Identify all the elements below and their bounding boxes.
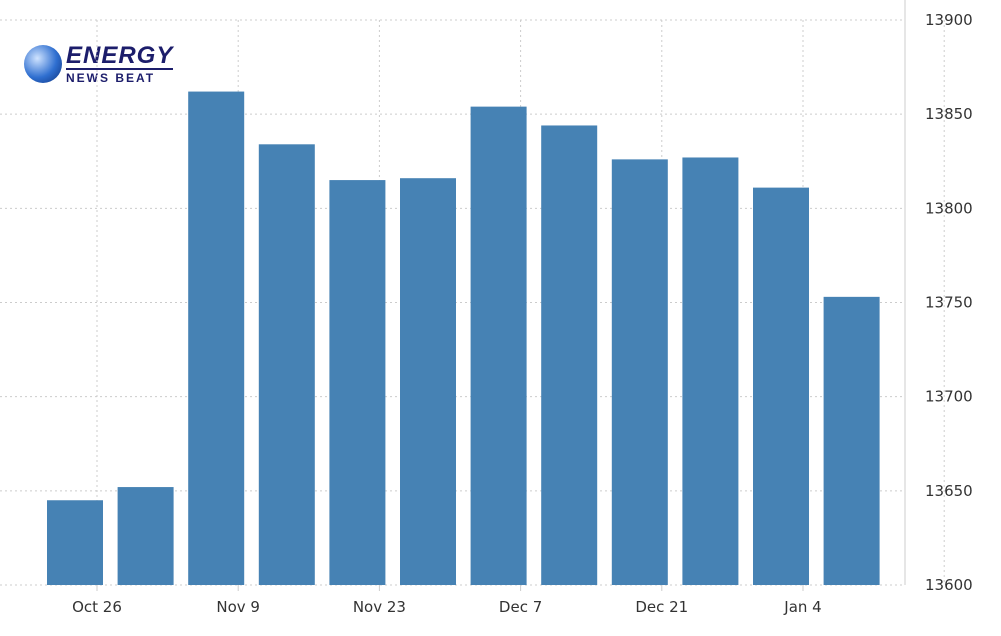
bar xyxy=(47,500,103,585)
bar xyxy=(753,187,809,585)
y-tick-label: 13600 xyxy=(925,576,973,594)
y-tick-label: 13700 xyxy=(925,388,973,406)
bar xyxy=(188,91,245,586)
x-tick-label: Nov 9 xyxy=(216,598,260,616)
bar xyxy=(258,144,315,586)
bar xyxy=(611,159,668,585)
logo-line1: ENERGY xyxy=(66,42,174,70)
x-tick-label: Jan 4 xyxy=(783,598,821,616)
y-tick-label: 13650 xyxy=(925,482,973,500)
y-tick-label: 13900 xyxy=(925,11,973,29)
bar xyxy=(117,487,174,585)
bar xyxy=(823,296,880,585)
energy-news-beat-logo: ENERGY NEWS BEAT xyxy=(24,42,174,85)
y-tick-label: 13850 xyxy=(925,105,973,123)
x-tick-label: Dec 21 xyxy=(635,598,688,616)
bar xyxy=(329,180,386,586)
y-tick-label: 13800 xyxy=(925,199,973,217)
x-tick-label: Dec 7 xyxy=(499,598,542,616)
x-tick-label: Oct 26 xyxy=(72,598,122,616)
logo-line2: NEWS BEAT xyxy=(66,71,156,85)
bar xyxy=(541,125,598,585)
y-tick-label: 13750 xyxy=(925,294,973,312)
bar xyxy=(470,106,527,585)
bar xyxy=(400,178,456,585)
globe-icon xyxy=(24,45,62,83)
bar xyxy=(682,157,739,585)
x-tick-label: Nov 23 xyxy=(353,598,406,616)
